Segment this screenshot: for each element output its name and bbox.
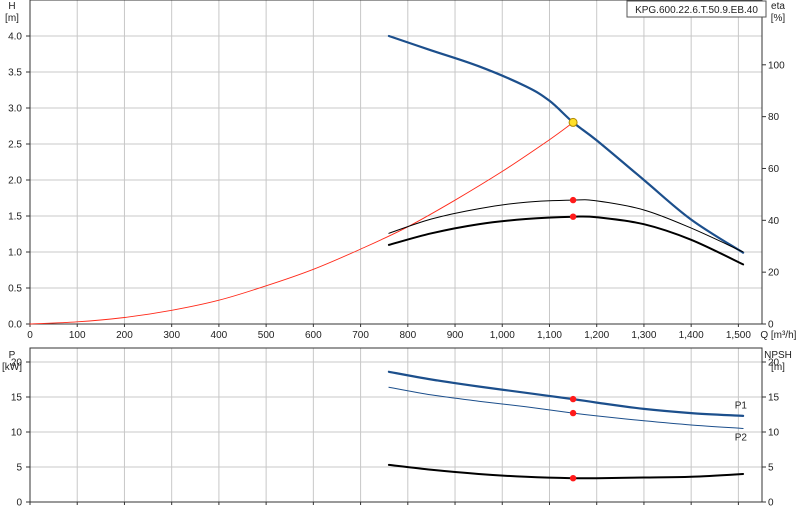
top-x-tick-label-12: 1,200	[584, 330, 609, 341]
bottom-series-p2	[388, 386, 744, 429]
top-series-system	[29, 121, 574, 325]
bottom-right-tick-label-4: 20	[768, 358, 780, 369]
top-right-tick-label-1: 20	[768, 268, 780, 279]
model-label-box	[626, 0, 767, 18]
top-x-tick-label-3: 300	[163, 330, 180, 341]
bottom-right-tick-label-1: 5	[768, 463, 774, 474]
bottom-left-tick-label-3: 15	[11, 393, 23, 404]
bottom-left-tick-label-4: 20	[11, 358, 23, 369]
top-left-tick-label-6: 3.0	[8, 104, 22, 115]
top-right-tick-label-3: 60	[768, 164, 780, 175]
bottom-left-tick-label-2: 10	[11, 428, 23, 439]
top-left-tick-label-0: 0.0	[8, 320, 22, 331]
top-left-tick-label-5: 2.5	[8, 140, 22, 151]
top-right-tick-label-4: 80	[768, 112, 780, 123]
bottom-marker-0	[569, 395, 577, 403]
top-left-tick-label-8: 4.0	[8, 32, 22, 43]
top-left-axis-label-2: [m]	[5, 13, 19, 24]
top-marker-0	[568, 117, 578, 127]
top-left-tick-label-2: 1.0	[8, 248, 22, 259]
top-marker-2	[569, 213, 577, 220]
bottom-right-axis-label-2: [m]	[771, 362, 785, 373]
top-x-tick-label-13: 1,300	[631, 330, 656, 341]
model-label: KPG.600.22.6.T.50.9.EB.40	[626, 0, 767, 18]
top-left-tick-label-7: 3.5	[8, 68, 22, 79]
top-series-eta_lower	[387, 215, 745, 266]
model-label-text: KPG.600.22.6.T.50.9.EB.40	[635, 5, 758, 16]
bottom-marker-2	[569, 475, 577, 482]
top-x-tick-label-7: 700	[352, 330, 369, 341]
top-left-tick-label-1: 0.5	[8, 284, 22, 295]
top-x-tick-label-1: 100	[69, 330, 86, 341]
top-x-tick-label-9: 900	[447, 330, 464, 341]
top-right-tick-label-2: 40	[768, 216, 780, 227]
bottom-frame	[29, 347, 763, 503]
top-marker-1	[569, 196, 577, 204]
bottom-right-tick-label-3: 15	[768, 393, 780, 404]
top-x-axis-label: Q [m³/h]	[760, 330, 796, 341]
top-right-tick-label-0: 0	[768, 320, 774, 331]
top-x-tick-label-2: 200	[116, 330, 133, 341]
top-left-tick-label-3: 1.5	[8, 212, 22, 223]
top-right-axis-label-1: eta	[771, 1, 785, 12]
bottom-right-axis-label-1: NPSH	[764, 350, 792, 361]
top-series-head	[387, 34, 745, 254]
top-x-tick-label-15: 1,500	[726, 330, 751, 341]
bottom-series-p1	[387, 370, 745, 417]
bottom-series-label-p2: P2	[735, 433, 748, 444]
bottom-marker-1	[569, 409, 577, 417]
top-x-tick-label-14: 1,400	[679, 330, 704, 341]
top-x-tick-label-8: 800	[399, 330, 416, 341]
bottom-right-tick-label-2: 10	[768, 428, 780, 439]
top-x-tick-label-4: 400	[211, 330, 228, 341]
top-right-tick-label-5: 100	[768, 60, 785, 71]
bottom-series-label-p1: P1	[735, 400, 748, 411]
top-frame	[29, 0, 763, 325]
top-left-tick-label-4: 2.0	[8, 176, 22, 187]
bottom-right-tick-label-0: 0	[768, 498, 774, 509]
top-x-tick-label-11: 1,100	[537, 330, 562, 341]
bottom-left-axis-label-2: [kW]	[2, 362, 22, 373]
bottom-left-axis-label-1: P	[9, 350, 16, 361]
top-left-axis-label-1: H	[8, 1, 15, 12]
top-x-tick-label-6: 600	[305, 330, 322, 341]
top-panel: 0.0 0.5 1.0 1.5 2.0 2.5 3.0 3.5 4.0 0 20 40 60 80 100 0…	[5, 0, 797, 341]
top-x-tick-label-5: 500	[258, 330, 275, 341]
bottom-left-tick-label-0: 0	[16, 498, 22, 509]
top-x-tick-label-10: 1,000	[490, 330, 515, 341]
top-right-axis-label-2: [%]	[771, 13, 786, 24]
top-x-tick-label-0: 0	[27, 330, 33, 341]
bottom-left-tick-label-1: 5	[16, 463, 22, 474]
